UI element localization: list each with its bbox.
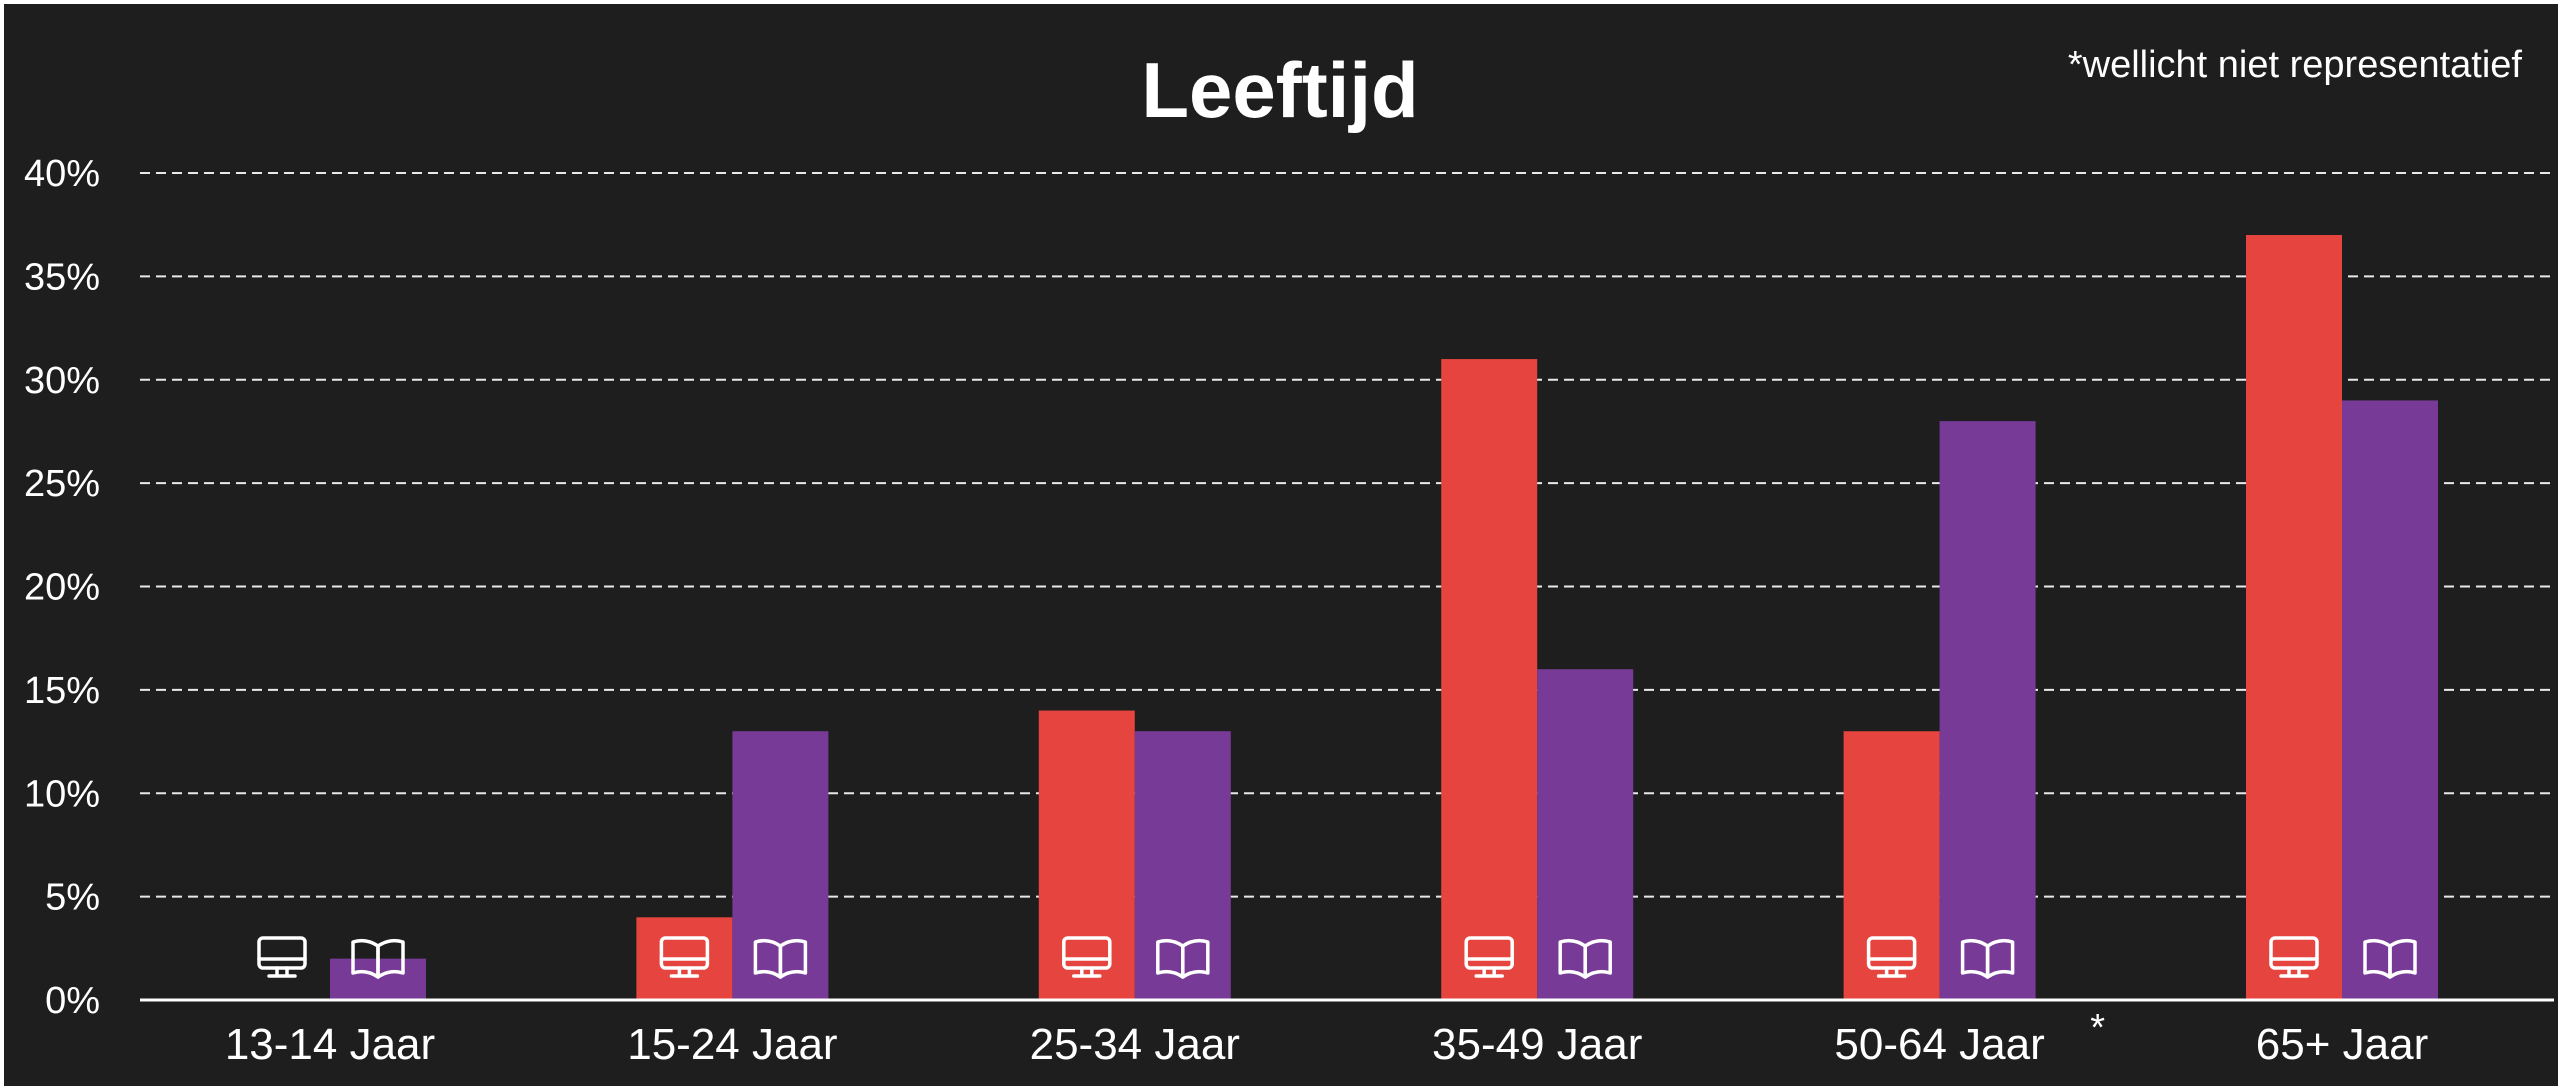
x-tick-label: 13-14 Jaar [225,1020,435,1069]
bar [2246,235,2342,1000]
x-tick-label: 65+ Jaar [2256,1020,2428,1069]
monitor-icon [659,936,710,978]
bar [1038,710,1135,1000]
x-tick-label: 50-64 Jaar [1834,1020,2044,1069]
y-tick-label: 15% [24,670,100,712]
x-axis-ticks: 13-14 Jaar 15-24 Jaar 25-34 Jaar 35-49 Jaar… [225,1007,2428,1069]
y-tick-label: 35% [24,256,100,298]
y-axis-ticks: 0% 5% 10% 15% 20% 25% 30% 35% 40% [24,153,100,1022]
monitor-icon [257,936,307,978]
y-tick-label: 40% [24,153,100,195]
bar [2342,400,2438,1000]
y-tick-label: 30% [24,360,100,402]
y-tick-label: 5% [45,877,100,919]
bar [1441,359,1538,1000]
y-tick-label: 10% [24,773,100,815]
open-book-icon [2363,938,2417,979]
gridlines [140,172,2554,898]
monitor-icon [1866,936,1917,978]
monitor-icon [1464,936,1514,978]
monitor-icon [2269,936,2319,978]
chart-title: Leeftijd [1141,46,1418,134]
bar-icons [257,936,2417,979]
x-tick-label: 15-24 Jaar [627,1020,837,1069]
y-tick-label: 20% [24,567,100,609]
open-book-icon [351,938,405,979]
x-tick-label: 25-34 Jaar [1030,1020,1240,1069]
open-book-icon [1156,938,1210,979]
open-book-icon [1960,938,2015,979]
y-tick-label: 25% [24,463,100,505]
chart-note: *wellicht niet representatief [2068,44,2523,86]
open-book-icon [753,938,808,979]
bar [1939,421,2036,1001]
x-tick-marker: * [2090,1007,2105,1049]
open-book-icon [1558,938,1612,979]
bar [1843,731,1940,1000]
bars [330,235,2438,1001]
x-tick-label: 35-49 Jaar [1432,1020,1642,1069]
monitor-icon [1062,936,1112,978]
y-tick-label: 0% [45,980,100,1022]
